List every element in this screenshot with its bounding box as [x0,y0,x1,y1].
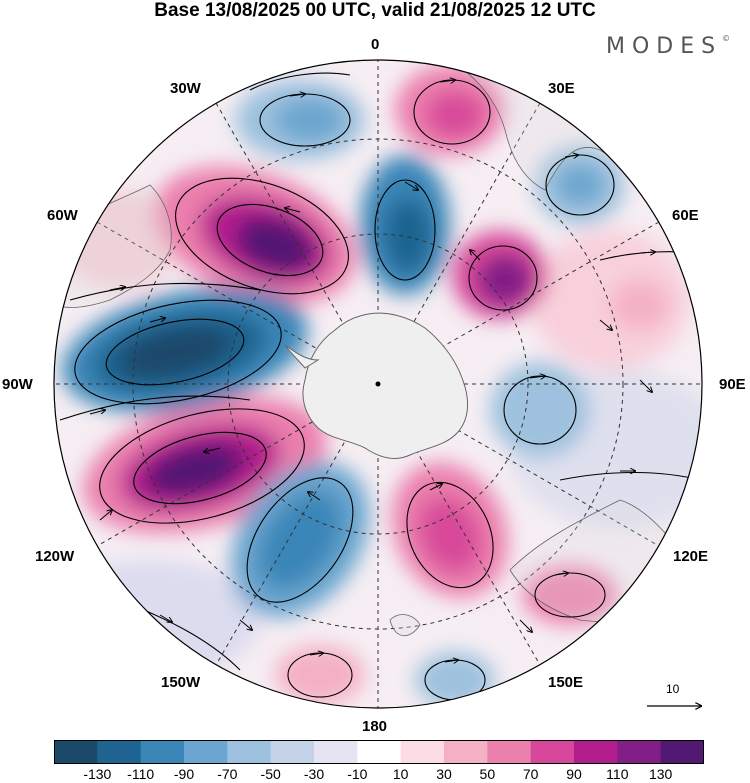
antarctic-peninsula [284,344,320,369]
colorbar-tick-label: 10 [392,766,409,782]
lon-label-180: 180 [362,718,388,735]
lon-label-30e: 30E [548,80,575,97]
colorbar-tick-label: -110 [127,766,155,782]
colorbar-tick-label: -50 [260,766,281,782]
map-title: Base 13/08/2025 00 UTC, valid 21/08/2025… [154,0,596,21]
colorbar-frame [54,740,704,764]
south-america-coast [54,184,172,308]
colorbar [54,740,704,764]
wind-arrows [89,80,655,662]
lon-label-150e: 150E [548,674,584,691]
colorbar-swatch [270,740,315,764]
anomaly-field [54,60,702,708]
lon-label-120w: 120W [35,548,75,565]
colorbar-swatch [530,740,575,764]
lon-label-120e: 120E [673,548,709,565]
modes-logo: MODES© [606,34,730,59]
colorbar-swatch [617,740,662,764]
colorbar-tick-label: 130 [648,766,673,782]
colorbar-tick-label: -30 [303,766,325,782]
lon-label-90e: 90E [719,376,746,393]
colorbar-tick-label: -10 [347,766,368,782]
lon-label-60w: 60W [47,207,78,224]
lon-label-90w: 90W [2,376,33,393]
colorbar-swatch [487,740,532,764]
colorbar-swatch [400,740,445,764]
new-zealand-coast [389,614,421,637]
colorbar-swatch [97,740,142,764]
colorbar-tick-label: 30 [436,766,452,782]
colorbar-swatch [54,740,98,764]
colorbar-tick-label: 90 [566,766,582,782]
colorbar-swatch [227,740,272,764]
colorbar-tick-label: 110 [606,766,629,782]
antarctica-landmass [302,312,468,459]
colorbar-swatch [660,740,704,764]
colorbar-swatch [444,740,488,764]
lon-label-60e: 60E [672,207,699,224]
colorbar-swatch [357,740,402,764]
colorbar-tick-label: -70 [217,766,238,782]
lon-label-0: 0 [371,36,380,53]
colorbar-swatch [574,740,618,764]
colorbar-tick-label: -90 [173,766,195,782]
map-boundary [53,59,703,709]
reference-vector [647,680,705,714]
colorbar-tick-label: -130 [83,766,112,782]
colorbar-swatch [184,740,228,764]
colorbar-tick-label: 50 [479,766,496,782]
copyright-mark: © [722,34,731,43]
brand-name: MODES [606,34,723,59]
south-pole-marker [375,381,381,387]
colorbar-tick-label: 70 [522,766,539,782]
colorbar-swatch [314,740,358,764]
colorbar-swatch [140,740,185,764]
lon-label-150w: 150W [161,674,201,691]
reference-vector-label: 10 [666,682,680,696]
lon-label-30w: 30W [170,80,201,97]
